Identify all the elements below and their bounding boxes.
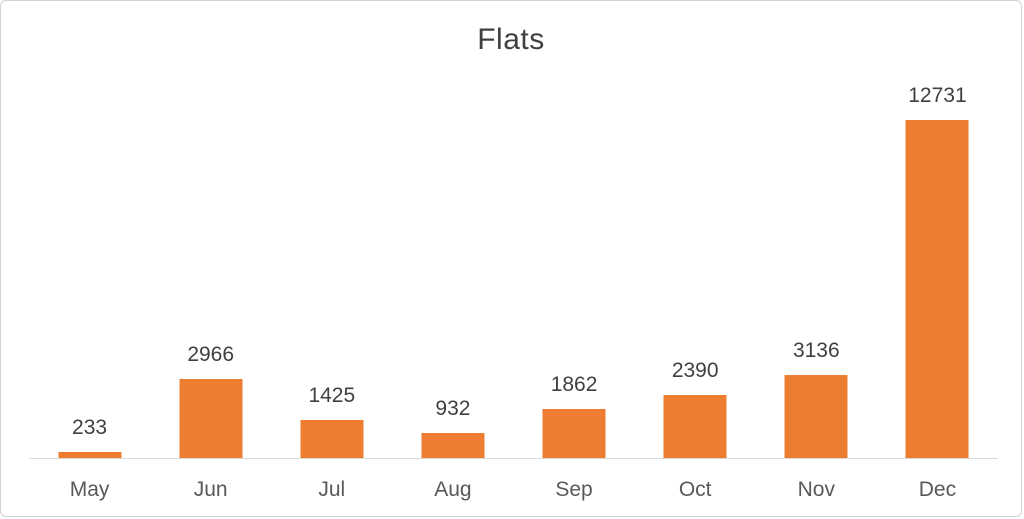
x-axis-label-oct: Oct xyxy=(678,478,712,501)
chart-title: Flats xyxy=(477,23,545,56)
x-axis-label-jul: Jul xyxy=(318,478,346,501)
bars-container: 233 2966 1425 932 1862 2390 3136 12731 xyxy=(29,71,998,458)
data-label-oct: 2390 xyxy=(671,359,719,382)
x-axis-label-dec: Dec xyxy=(918,478,957,501)
plot-area: 233 2966 1425 932 1862 2390 3136 12731 xyxy=(29,71,998,459)
bar-slot-jul: 1425 xyxy=(271,71,392,458)
data-label-may: 233 xyxy=(72,416,108,439)
bar-aug xyxy=(421,433,485,458)
x-axis-line xyxy=(29,458,998,459)
data-label-sep: 1862 xyxy=(550,373,598,396)
bar-slot-sep: 1862 xyxy=(514,71,635,458)
bar-sep xyxy=(542,409,606,458)
bar-slot-jun: 2966 xyxy=(150,71,271,458)
x-axis-labels: May Jun Jul Aug Sep Oct Nov Dec xyxy=(29,478,998,501)
x-axis-label-may: May xyxy=(69,478,110,501)
bar-dec xyxy=(905,120,969,458)
x-axis-label-sep: Sep xyxy=(555,478,593,501)
bar-may xyxy=(58,452,122,458)
bar-slot-oct: 2390 xyxy=(635,71,756,458)
x-axis-label-aug: Aug xyxy=(434,478,472,501)
bar-slot-nov: 3136 xyxy=(756,71,877,458)
data-label-jun: 2966 xyxy=(187,343,235,366)
x-axis-label-jun: Jun xyxy=(193,478,228,501)
bar-slot-may: 233 xyxy=(29,71,150,458)
bar-slot-aug: 932 xyxy=(392,71,513,458)
bar-jun xyxy=(179,379,243,458)
x-axis-label-nov: Nov xyxy=(797,478,835,501)
bar-slot-dec: 12731 xyxy=(877,71,998,458)
bar-nov xyxy=(784,375,848,458)
data-label-dec: 12731 xyxy=(908,84,967,107)
bar-oct xyxy=(663,395,727,458)
data-label-aug: 932 xyxy=(435,397,471,420)
bar-jul xyxy=(300,420,364,458)
data-label-jul: 1425 xyxy=(308,384,356,407)
data-label-nov: 3136 xyxy=(792,339,840,362)
